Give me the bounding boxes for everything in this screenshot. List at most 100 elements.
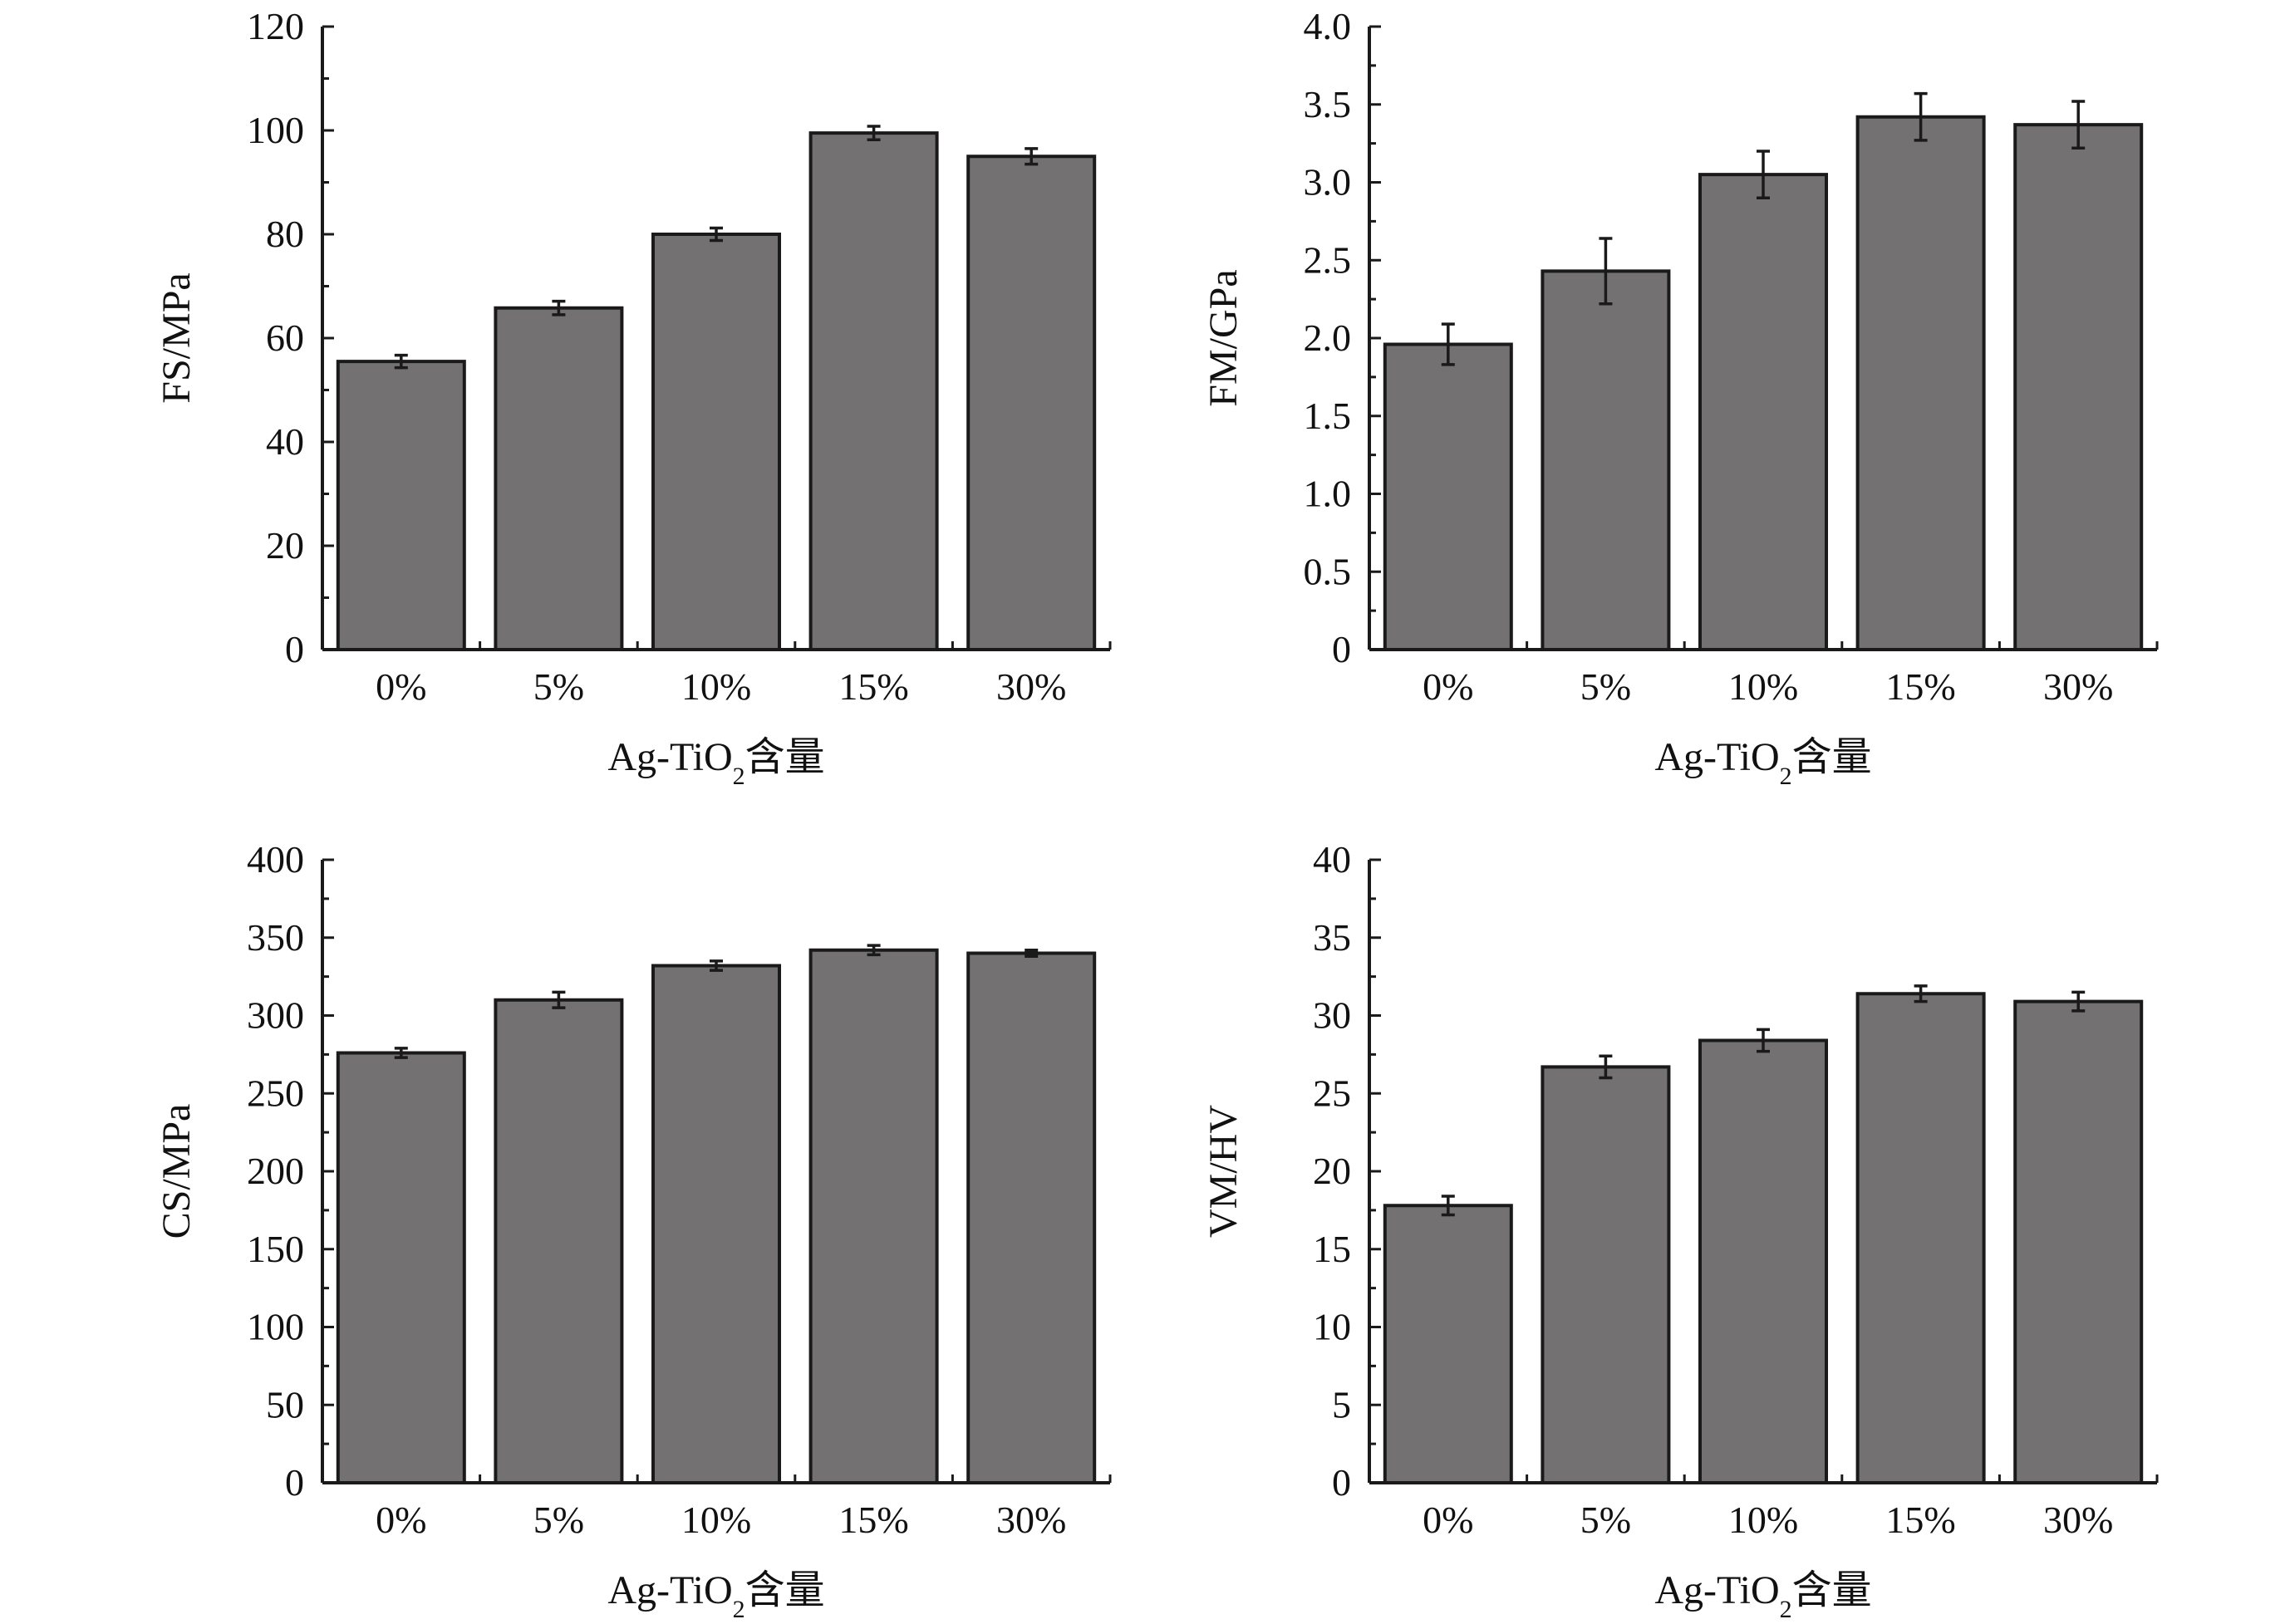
cs-bar-1 — [494, 998, 624, 1484]
fs-y-tick-label: 100 — [247, 109, 304, 151]
fm-category-label: 15% — [1885, 665, 1955, 708]
vm-y-tick-label: 20 — [1313, 1150, 1351, 1192]
fs-y-axis-title: FS/MPa — [155, 272, 199, 403]
fm-bar-0 — [1383, 342, 1513, 651]
fm-chart-panel: 0 0.5 1.0 1.5 2.0 2.5 3.0 3.5 4.0 0% 5% 10% 15% 30% Ag… — [1202, 5, 2159, 790]
cs-y-tick-label: 300 — [247, 994, 304, 1037]
vm-category-label: 5% — [1580, 1499, 1631, 1541]
vm-bar-1 — [1541, 1065, 1671, 1484]
fm-y-tick-label: 3.5 — [1304, 83, 1352, 125]
fm-category-label: 5% — [1580, 665, 1631, 708]
vm-y-tick-label: 15 — [1313, 1228, 1351, 1270]
vm-y-tick-label: 35 — [1313, 916, 1351, 959]
fm-y-axis-title: FM/GPa — [1202, 269, 1246, 406]
fm-y-tick-label: 0.5 — [1304, 550, 1352, 592]
cs-bar-3 — [808, 948, 939, 1484]
fs-category-label: 15% — [838, 665, 908, 708]
vm-y-tick-label: 40 — [1313, 838, 1351, 881]
fm-y-tick-label: 1.0 — [1304, 473, 1352, 515]
cs-y-tick-label: 250 — [247, 1072, 304, 1114]
fs-y-tick-label: 120 — [247, 5, 304, 47]
cs-chart-panel: 0 50 100 150 200 250 300 350 400 0% 5% 10% 15% 30% Ag-… — [155, 838, 1112, 1623]
cs-x-axis-title: Ag-TiO2含量 — [607, 1568, 824, 1623]
vm-y-tick-label: 10 — [1313, 1306, 1351, 1348]
vm-error-bar-4 — [2071, 990, 2086, 1013]
cs-bar-2 — [651, 964, 781, 1484]
fs-bar-4 — [966, 155, 1097, 651]
fm-x-axis-title: Ag-TiO2含量 — [1654, 735, 1871, 790]
cs-category-label: 30% — [996, 1499, 1066, 1541]
fm-error-bar-0 — [1441, 322, 1455, 366]
fm-error-bar-4 — [2071, 100, 2086, 150]
cs-category-label: 5% — [533, 1499, 584, 1541]
vm-category-label: 0% — [1423, 1499, 1473, 1541]
fm-bar-2 — [1698, 173, 1828, 651]
fm-y-tick-label: 3.0 — [1304, 161, 1352, 204]
vm-y-axis-title: VM/HV — [1202, 1105, 1246, 1238]
cs-y-tick-label: 400 — [247, 838, 304, 881]
vm-bar-4 — [2013, 999, 2144, 1484]
fm-error-bar-3 — [1914, 91, 1928, 142]
cs-y-tick-label: 200 — [247, 1150, 304, 1192]
fs-error-bar-1 — [552, 299, 566, 316]
fs-bar-2 — [651, 233, 781, 651]
vm-category-label: 15% — [1885, 1499, 1955, 1541]
cs-y-axis-title: CS/MPa — [155, 1104, 199, 1239]
fs-chart-panel: 0 20 40 60 80 100 120 0% 5% 10% 15% 30% Ag-TiO2含量 FS/… — [155, 5, 1112, 790]
cs-bar-4 — [966, 951, 1097, 1484]
cs-error-bar-3 — [867, 944, 881, 957]
cs-y-tick-label: 150 — [247, 1228, 304, 1270]
fs-error-bar-2 — [710, 226, 723, 243]
cs-y-tick-label: 50 — [266, 1383, 304, 1425]
fs-bar-3 — [808, 131, 939, 651]
fs-category-label: 10% — [681, 665, 751, 708]
cs-y-tick-label: 100 — [247, 1306, 304, 1348]
fs-category-label: 0% — [376, 665, 426, 708]
cs-category-label: 0% — [376, 1499, 426, 1541]
fm-category-label: 10% — [1728, 665, 1798, 708]
fs-error-bar-3 — [867, 125, 881, 141]
vm-chart-panel: 0 5 10 15 20 25 30 35 40 0% 5% 10% 15% 30% Ag-TiO2含量 VM… — [1202, 838, 2159, 1623]
fs-bar-1 — [494, 306, 624, 651]
cs-error-bar-0 — [394, 1047, 408, 1059]
fs-error-bar-0 — [394, 353, 408, 370]
cs-bar-0 — [336, 1051, 466, 1484]
fs-error-bar-4 — [1025, 147, 1039, 166]
vm-bar-3 — [1855, 992, 1986, 1484]
fs-y-tick-label: 80 — [266, 213, 304, 255]
cs-y-tick-label: 350 — [247, 916, 304, 959]
cs-error-bar-2 — [710, 959, 723, 972]
vm-error-bar-3 — [1914, 984, 1928, 1003]
vm-y-tick-label: 30 — [1313, 994, 1351, 1037]
fs-category-label: 30% — [996, 665, 1066, 708]
fm-y-tick-label: 2.5 — [1304, 238, 1352, 281]
fm-category-label: 0% — [1423, 665, 1473, 708]
vm-x-axis-title: Ag-TiO2含量 — [1654, 1568, 1871, 1623]
cs-y-tick-label: 0 — [285, 1461, 304, 1504]
fm-y-tick-label: 2.0 — [1304, 316, 1352, 359]
vm-error-bar-2 — [1757, 1028, 1770, 1053]
cs-category-label: 15% — [838, 1499, 908, 1541]
cs-error-bar-1 — [552, 990, 566, 1009]
fs-category-label: 5% — [533, 665, 584, 708]
vm-bar-0 — [1383, 1204, 1513, 1484]
vm-bar-2 — [1698, 1038, 1828, 1484]
fs-y-tick-label: 0 — [285, 628, 304, 670]
vm-category-label: 10% — [1728, 1499, 1798, 1541]
vm-y-tick-label: 5 — [1332, 1383, 1351, 1425]
fs-y-tick-label: 20 — [266, 524, 304, 567]
fm-bar-4 — [2013, 123, 2144, 651]
fs-y-tick-label: 40 — [266, 420, 304, 463]
fm-category-label: 30% — [2043, 665, 2113, 708]
fm-y-tick-label: 1.5 — [1304, 395, 1352, 437]
vm-y-tick-label: 25 — [1313, 1072, 1351, 1114]
fs-y-tick-label: 60 — [266, 316, 304, 359]
vm-error-bar-1 — [1599, 1054, 1613, 1080]
vm-y-tick-label: 0 — [1332, 1461, 1351, 1504]
fs-x-axis-title: Ag-TiO2含量 — [607, 735, 824, 790]
fs-bar-0 — [336, 360, 466, 651]
fm-y-tick-label: 4.0 — [1304, 5, 1352, 47]
cs-category-label: 10% — [681, 1499, 751, 1541]
vm-category-label: 30% — [2043, 1499, 2113, 1541]
